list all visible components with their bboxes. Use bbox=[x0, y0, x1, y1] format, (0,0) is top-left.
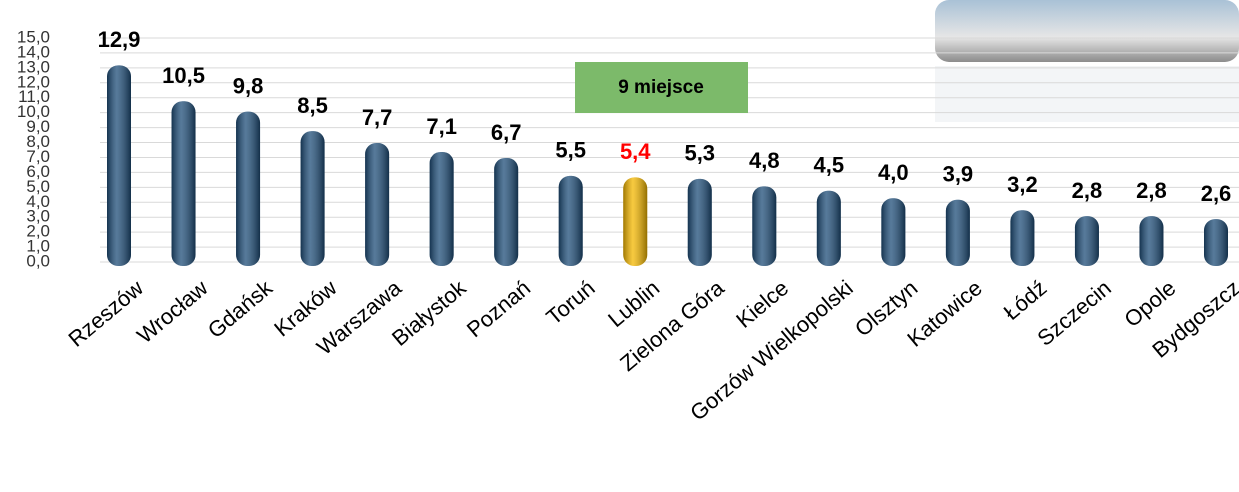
value-label: 9,8 bbox=[233, 73, 264, 98]
value-label: 8,5 bbox=[297, 93, 328, 118]
value-label: 3,9 bbox=[943, 162, 974, 187]
y-tick-label: 15,0 bbox=[17, 27, 50, 46]
x-tick-label: Wrocław bbox=[132, 275, 212, 348]
bar-shine bbox=[430, 152, 454, 266]
x-tick-label: Gdańsk bbox=[203, 274, 278, 343]
bar-shine bbox=[365, 143, 389, 266]
bar-shine bbox=[172, 101, 196, 266]
value-label: 6,7 bbox=[491, 120, 522, 145]
bar-shine bbox=[301, 131, 325, 266]
value-label: 4,5 bbox=[814, 153, 845, 178]
bar-shine bbox=[817, 191, 841, 266]
value-label: 5,3 bbox=[684, 141, 715, 166]
page: {"chart_data": {"type": "bar", "categori… bbox=[0, 0, 1239, 492]
value-label: 12,9 bbox=[98, 27, 141, 52]
x-tick-label: Białystok bbox=[387, 274, 471, 350]
value-label: 7,1 bbox=[426, 114, 457, 139]
bar-shine bbox=[559, 176, 583, 266]
annotation: 9 miejsce bbox=[618, 77, 704, 98]
photo-reflection bbox=[935, 66, 1239, 122]
value-label: 5,5 bbox=[555, 138, 586, 163]
bar-shine bbox=[946, 200, 970, 266]
bar-shine bbox=[1204, 219, 1228, 266]
bar-shine bbox=[1139, 216, 1163, 266]
bar-shine bbox=[107, 65, 131, 266]
value-label: 4,8 bbox=[749, 148, 780, 173]
value-label: 7,7 bbox=[362, 105, 393, 130]
x-tick-label: Łódź bbox=[999, 275, 1052, 325]
value-label: 4,0 bbox=[878, 160, 909, 185]
value-label: 2,8 bbox=[1072, 178, 1103, 203]
value-label: 3,2 bbox=[1007, 172, 1038, 197]
x-tick-label: Szczecin bbox=[1032, 275, 1116, 351]
bar-shine bbox=[881, 198, 905, 266]
bar-shine bbox=[1075, 216, 1099, 266]
x-tick-label: Poznań bbox=[462, 275, 535, 342]
bar-shine bbox=[236, 112, 260, 266]
value-label: 2,8 bbox=[1136, 178, 1167, 203]
bar-shine bbox=[688, 179, 712, 266]
bar-shine bbox=[623, 177, 647, 266]
bar-shine bbox=[752, 186, 776, 266]
x-tick-label: Rzeszów bbox=[64, 275, 149, 352]
value-label: 10,5 bbox=[162, 63, 205, 88]
bar-shine bbox=[1010, 210, 1034, 266]
bar-shine bbox=[494, 158, 518, 266]
x-tick-label: Toruń bbox=[541, 275, 599, 330]
chart: 9 miejsce 0,01,02,03,04,05,06,07,08,09,0… bbox=[0, 0, 1239, 492]
value-label: 2,6 bbox=[1201, 181, 1232, 206]
value-label: 5,4 bbox=[620, 139, 651, 164]
